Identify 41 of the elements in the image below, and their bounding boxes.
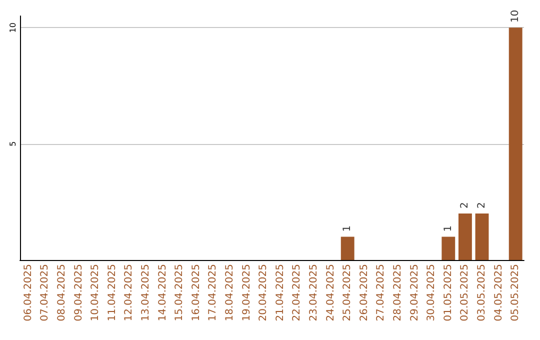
- x-tick-label: 20.04.2025: [258, 264, 270, 322]
- data-label: 10: [510, 10, 522, 23]
- x-tick-label: 27.04.2025: [376, 264, 387, 322]
- x-tick-label: 16.04.2025: [190, 264, 202, 322]
- data-label: 1: [442, 225, 454, 232]
- x-tick-label: 12.04.2025: [124, 264, 135, 322]
- bar: [508, 28, 522, 260]
- x-tick-label: 30.04.2025: [426, 264, 438, 322]
- x-tick-label: 17.04.2025: [208, 264, 219, 322]
- x-tick-label: 02.05.2025: [460, 264, 471, 322]
- x-tick-label: 25.04.2025: [342, 264, 354, 322]
- x-tick-label: 19.04.2025: [241, 264, 252, 322]
- data-label: 2: [476, 202, 488, 209]
- x-tick-label: 09.04.2025: [73, 264, 84, 322]
- x-tick-label: 22.04.2025: [292, 264, 303, 322]
- bar: [340, 236, 354, 260]
- data-label: 1: [342, 225, 354, 232]
- x-tick-label: 05.05.2025: [510, 264, 522, 322]
- x-tick-label: 29.04.2025: [409, 264, 420, 322]
- y-tick-label: 5: [8, 141, 18, 146]
- data-label: 2: [460, 202, 471, 209]
- x-tick-label: 15.04.2025: [174, 264, 186, 322]
- x-tick-label: 01.05.2025: [442, 264, 454, 322]
- x-tick-label: 08.04.2025: [56, 264, 68, 322]
- bar: [442, 236, 456, 260]
- x-tick-label: 11.04.2025: [106, 264, 118, 322]
- x-tick-label: 10.04.2025: [90, 264, 102, 322]
- x-tick-label: 23.04.2025: [308, 264, 320, 322]
- x-tick-label: 14.04.2025: [157, 264, 168, 322]
- x-tick-label: 24.04.2025: [325, 264, 336, 322]
- x-tick-label: 28.04.2025: [392, 264, 404, 322]
- x-tick-label: 18.04.2025: [224, 264, 236, 322]
- bar: [475, 214, 489, 260]
- bar: [458, 214, 472, 260]
- x-tick-label: 21.04.2025: [274, 264, 286, 322]
- x-tick-label: 04.05.2025: [493, 264, 504, 322]
- x-tick-label: 07.04.2025: [40, 264, 51, 322]
- x-tick-label: 03.05.2025: [476, 264, 488, 322]
- x-tick-label: 13.04.2025: [140, 264, 152, 322]
- x-tick-label: 26.04.2025: [358, 264, 370, 322]
- x-tick-label: 06.04.2025: [22, 264, 34, 322]
